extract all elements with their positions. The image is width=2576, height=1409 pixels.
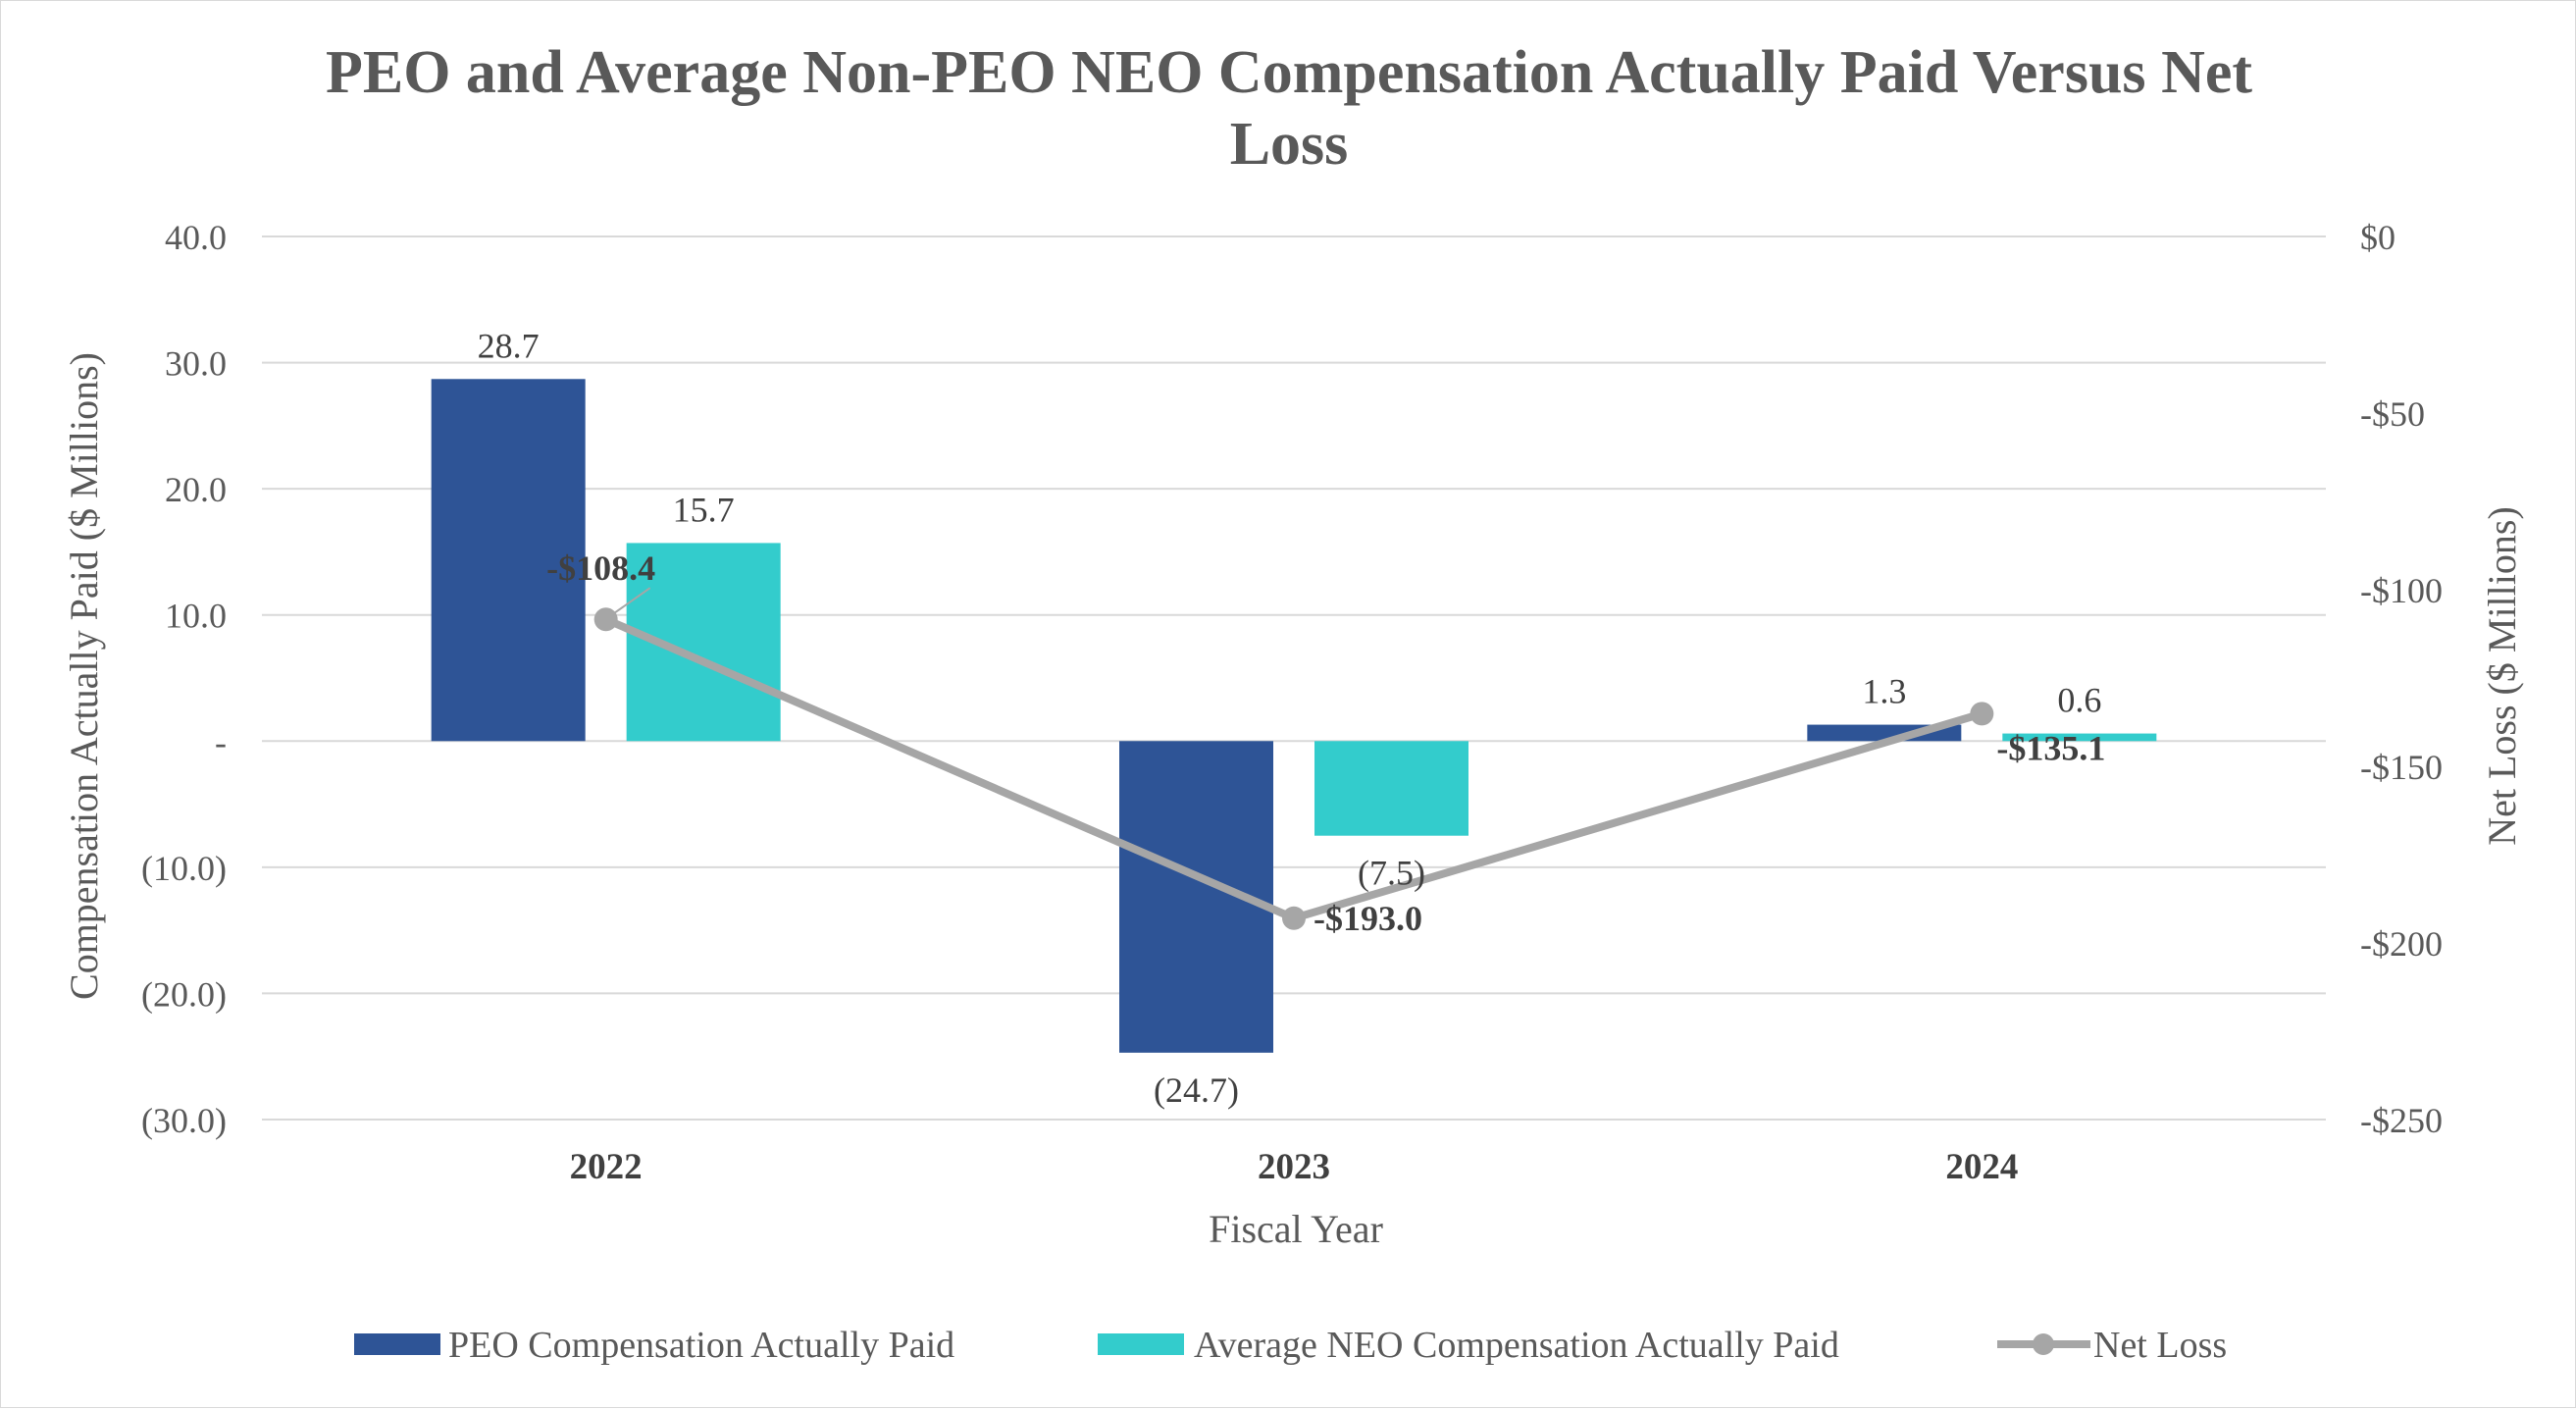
- category-label-2022: 2022: [570, 1147, 643, 1187]
- net-loss-point-2022: [593, 607, 618, 632]
- y-tick-label: 10.0: [165, 597, 227, 636]
- category-label-2024: 2024: [1945, 1147, 2018, 1187]
- category-axis: 2022 2023 2024: [570, 1147, 2019, 1187]
- net-loss-label-2024: -$135.1: [1996, 728, 2105, 767]
- bars: [431, 379, 2157, 1053]
- data-label-neo: 15.7: [673, 490, 735, 529]
- chart-title-line-2: Loss: [1230, 111, 1349, 178]
- legend-marker-net-loss: [2033, 1333, 2054, 1355]
- y2-tick-label: -$50: [2360, 394, 2425, 434]
- net-loss-line-group: [593, 587, 1994, 930]
- net-loss-point-2023: [1282, 906, 1306, 930]
- bar-peo-2022: [431, 379, 586, 742]
- right-axis-ticks: $0 -$50 -$100 -$150 -$200 -$250: [2360, 218, 2443, 1140]
- legend-label-peo: PEO Compensation Actually Paid: [448, 1325, 954, 1366]
- legend: PEO Compensation Actually Paid Average N…: [354, 1325, 2227, 1366]
- y2-axis-title: Net Loss ($ Millions): [2480, 506, 2524, 846]
- data-label-neo: 0.6: [2057, 681, 2101, 720]
- data-label-neo: (7.5): [1358, 854, 1425, 893]
- y2-tick-label: -$250: [2360, 1101, 2443, 1140]
- x-axis-title: Fiscal Year: [1209, 1207, 1383, 1251]
- data-label-peo: (24.7): [1154, 1070, 1239, 1110]
- net-loss-label-2022: -$108.4: [546, 548, 655, 588]
- left-axis-ticks: 40.0 30.0 20.0 10.0 - (10.0) (20.0) (30.0): [141, 218, 227, 1140]
- net-loss-leader-line: [613, 587, 651, 615]
- y-tick-label: -: [215, 722, 227, 761]
- bar-neo-2023: [1314, 741, 1468, 836]
- legend-swatch-peo: [354, 1333, 440, 1355]
- net-loss-label-2023: -$193.0: [1314, 899, 1422, 938]
- legend-label-net-loss: Net Loss: [2093, 1325, 2227, 1366]
- net-loss-line: [604, 615, 1984, 922]
- category-label-2023: 2023: [1258, 1147, 1330, 1187]
- legend-label-neo: Average NEO Compensation Actually Paid: [1194, 1325, 1839, 1366]
- y2-tick-label: $0: [2360, 218, 2396, 257]
- y-tick-label: (10.0): [141, 849, 227, 888]
- y2-tick-label: -$200: [2360, 924, 2443, 964]
- bar-neo-2024: [2002, 733, 2157, 742]
- y2-tick-label: -$150: [2360, 748, 2443, 787]
- y-tick-label: 30.0: [165, 344, 227, 384]
- y-tick-label: (20.0): [141, 974, 227, 1014]
- y-axis-title: Compensation Actually Paid ($ Millions): [62, 352, 106, 1000]
- y-tick-label: 40.0: [165, 218, 227, 257]
- legend-swatch-neo: [1098, 1333, 1184, 1355]
- chart-title-line-1: PEO and Average Non-PEO NEO Compensation…: [326, 39, 2252, 106]
- y2-tick-label: -$100: [2360, 571, 2443, 610]
- y-tick-label: (30.0): [141, 1101, 227, 1140]
- data-label-peo: 28.7: [478, 326, 540, 365]
- chart-title: PEO and Average Non-PEO NEO Compensation…: [326, 39, 2252, 178]
- data-labels: 28.7 (24.7) 1.3 15.7 (7.5) 0.6 -$108.4 -$193.0 -…: [478, 326, 2106, 1110]
- data-label-peo: 1.3: [1862, 672, 1906, 711]
- net-loss-point-2024: [1970, 702, 1994, 726]
- y-tick-label: 20.0: [165, 470, 227, 509]
